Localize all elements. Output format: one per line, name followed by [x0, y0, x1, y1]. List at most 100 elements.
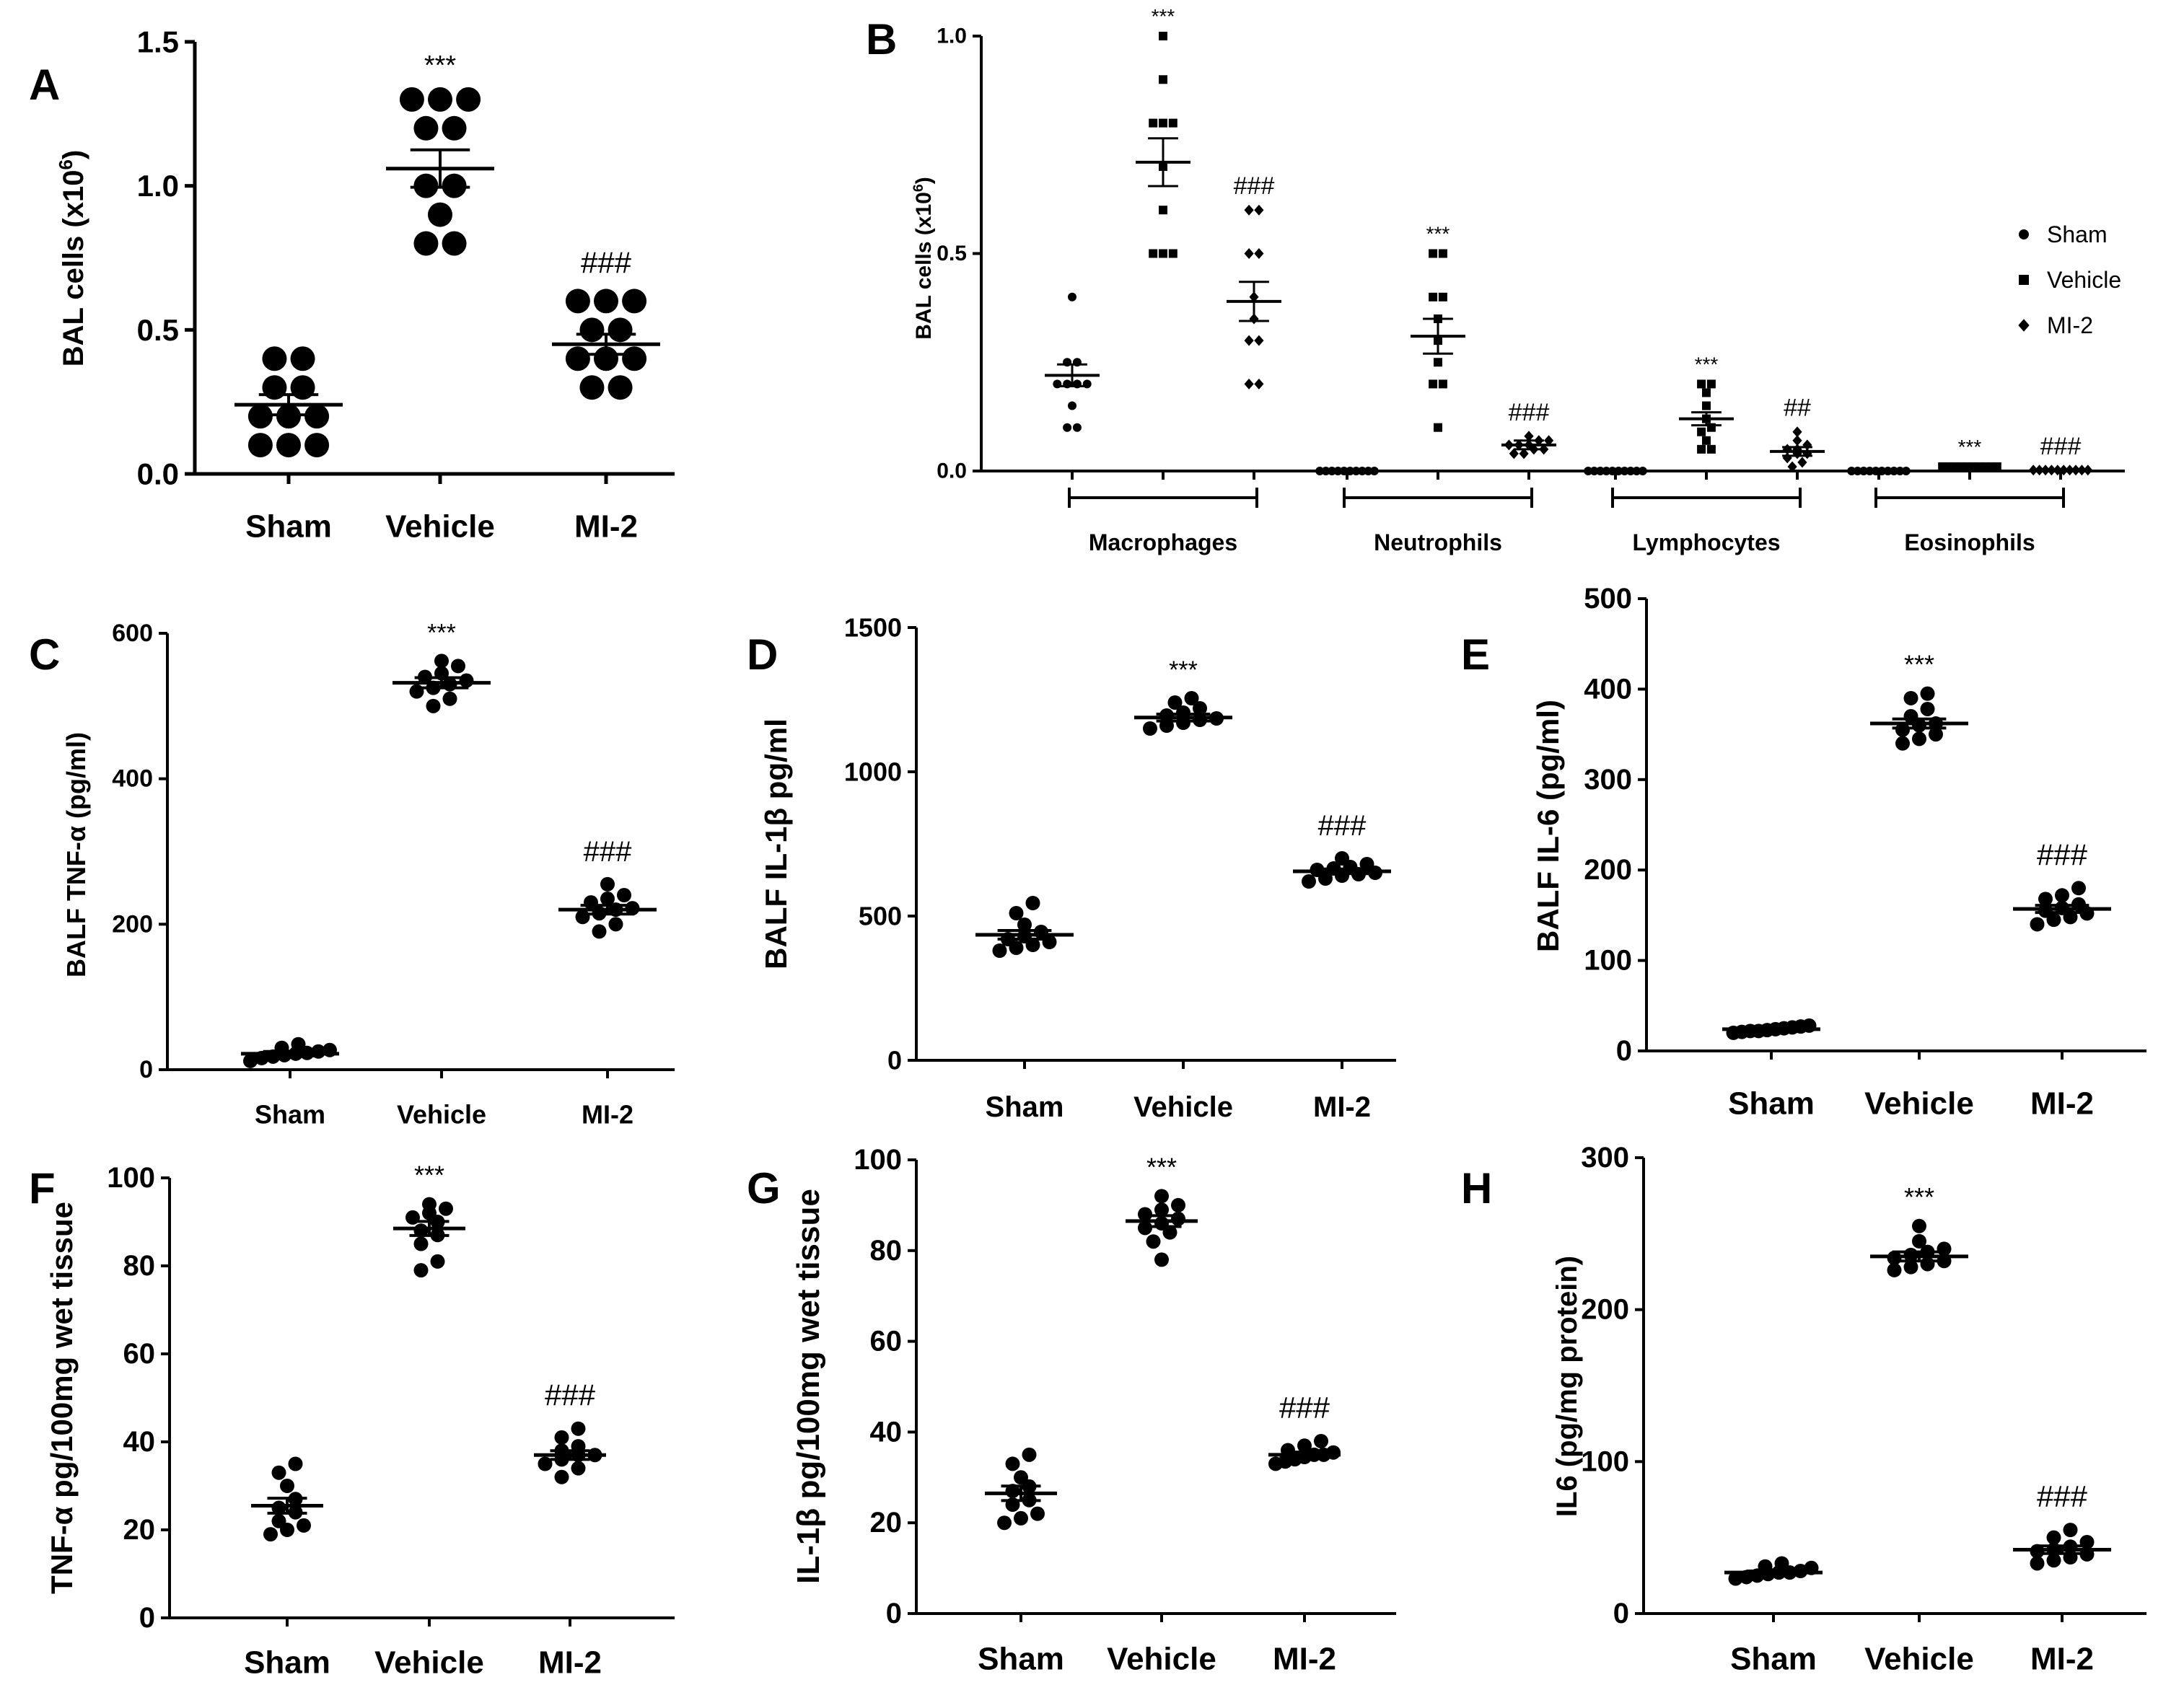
- data-point: [271, 1513, 286, 1528]
- panel-label: H: [1461, 1164, 1492, 1213]
- data-point: [1728, 1571, 1743, 1586]
- significance-marker: ##: [1784, 395, 1811, 422]
- data-point: [434, 653, 449, 669]
- data-point: [1168, 249, 1177, 258]
- data-point: [608, 317, 633, 343]
- y-tick-label: 0: [139, 1056, 153, 1083]
- x-tick-label: Sham: [1730, 1642, 1817, 1677]
- data-point: [1697, 444, 1706, 454]
- x-tick-label: Vehicle: [1133, 1091, 1233, 1123]
- data-point: [594, 346, 618, 371]
- data-point: [1429, 379, 1438, 389]
- y-axis-label-end: ): [912, 177, 936, 184]
- data-point: [1903, 690, 1918, 705]
- y-axis-label: IL-1β pg/100mg wet tissue: [791, 1189, 826, 1584]
- panel-g: G 0 20 40 60 80 100 IL-1β pg/100mg wet tissue Sh…: [747, 1144, 1396, 1677]
- x-tick-label: MI-2: [2030, 1642, 2094, 1677]
- data-point: [1903, 1259, 1918, 1275]
- data-point: [1063, 423, 1072, 432]
- data-point: [1254, 378, 1264, 390]
- data-point: [1509, 448, 1519, 459]
- data-point: [554, 1430, 569, 1445]
- data-point: [1434, 423, 1442, 432]
- data-point: [1254, 204, 1264, 216]
- data-point: [2071, 881, 2086, 896]
- significance-marker: ###: [1318, 810, 1367, 842]
- y-tick-label: 60: [123, 1338, 156, 1370]
- x-tick-label: MI-2: [2030, 1086, 2094, 1122]
- data-point: [1159, 206, 1167, 215]
- y-tick-label: 600: [112, 620, 153, 647]
- y-tick-label: 500: [859, 902, 902, 931]
- data-point: [1014, 1510, 1028, 1526]
- y-tick-label: 400: [112, 765, 153, 793]
- data-point: [1438, 379, 1447, 389]
- data-point: [997, 1515, 1012, 1531]
- data-point: [1168, 118, 1177, 128]
- group-label: Neutrophils: [1374, 529, 1502, 555]
- legend-label: Vehicle: [2047, 267, 2121, 293]
- y-tick-label: 1.5: [137, 25, 179, 59]
- y-tick-label: 200: [1581, 1294, 1629, 1326]
- legend-label: Sham: [2047, 221, 2108, 247]
- data-point: [565, 346, 590, 371]
- x-tick-label: Vehicle: [397, 1100, 486, 1130]
- x-tick-label: MI-2: [538, 1645, 602, 1681]
- data-point: [263, 1527, 278, 1542]
- data-point: [1920, 686, 1935, 701]
- data-point: [1017, 917, 1032, 932]
- data-point: [617, 888, 631, 902]
- data-point: [1524, 431, 1534, 442]
- significance-marker: ***: [414, 1161, 444, 1190]
- data-point: [1702, 401, 1711, 410]
- group-label: Lymphocytes: [1632, 529, 1780, 555]
- y-tick-label: 20: [870, 1507, 903, 1539]
- y-tick-label: 0.5: [937, 242, 967, 265]
- data-point: [1429, 249, 1438, 258]
- data-point: [1519, 448, 1529, 459]
- data-point: [1159, 75, 1167, 84]
- significance-marker: ###: [2037, 837, 2088, 871]
- data-point: [1005, 1456, 1020, 1471]
- x-tick-label: Sham: [245, 509, 332, 545]
- panel-h: H 0 100 200 300 IL6 (pg/mg protein) Sham Vehicl…: [1461, 1142, 2146, 1677]
- data-point: [579, 375, 605, 400]
- y-tick-label: 20: [123, 1514, 156, 1546]
- panel-e: E 0 100 200 300 400 500 BALF IL-6 (pg/ml) Sham Ve…: [1461, 583, 2146, 1122]
- data-point: [2030, 1556, 2045, 1571]
- group-label: Macrophages: [1089, 529, 1237, 555]
- data-point: [1254, 335, 1264, 346]
- data-point: [1159, 32, 1167, 40]
- y-axis-label: BALF TNF-α (pg/ml): [61, 732, 91, 977]
- x-tick-label: Sham: [978, 1642, 1064, 1677]
- data-point: [1149, 249, 1158, 258]
- data-point: [1797, 457, 1807, 468]
- data-point: [280, 1479, 294, 1493]
- panel-f: F 0 20 40 60 80 100 TNF-α pg/100mg wet tissue Sh…: [29, 1161, 675, 1681]
- data-point: [1146, 1234, 1161, 1249]
- x-tick-label: MI-2: [582, 1100, 633, 1130]
- y-axis-label: BALF IL-1β pg/ml: [759, 718, 793, 969]
- legend-label: MI-2: [2047, 312, 2093, 338]
- y-tick-label: 80: [123, 1250, 156, 1282]
- significance-marker: ###: [584, 836, 632, 868]
- y-axis-label-superscript: 6: [55, 159, 76, 170]
- y-tick-label: 40: [123, 1426, 156, 1458]
- data-point: [1022, 1447, 1037, 1462]
- data-point: [1895, 722, 1910, 737]
- data-point: [1697, 427, 1706, 436]
- data-point: [1154, 1189, 1169, 1204]
- x-tick-label: Sham: [255, 1100, 325, 1130]
- y-tick-label: 0: [139, 1602, 155, 1634]
- data-point: [2030, 917, 2045, 932]
- data-point: [608, 917, 623, 932]
- data-point: [1072, 423, 1082, 432]
- legend-marker: [2019, 229, 2029, 239]
- significance-marker: ###: [545, 1378, 596, 1412]
- data-point: [1068, 401, 1076, 410]
- data-point: [1068, 292, 1076, 302]
- x-tick-label: MI-2: [1313, 1091, 1371, 1123]
- data-point: [1335, 851, 1349, 866]
- data-point: [1326, 1445, 1341, 1460]
- y-tick-label: 1.0: [137, 169, 179, 203]
